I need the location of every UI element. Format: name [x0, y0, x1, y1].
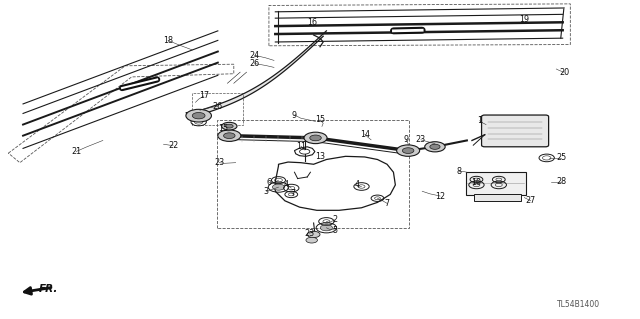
Text: 9: 9 [292, 111, 297, 120]
Circle shape [425, 142, 445, 152]
Polygon shape [186, 113, 208, 118]
Text: 5: 5 [332, 226, 337, 234]
Text: 12: 12 [435, 191, 445, 201]
Circle shape [306, 237, 317, 243]
Text: 23: 23 [214, 158, 224, 167]
Text: 15: 15 [315, 115, 325, 124]
Text: 28: 28 [556, 177, 566, 186]
Text: 9: 9 [404, 135, 409, 144]
Text: 10: 10 [472, 178, 481, 187]
Text: 18: 18 [163, 36, 173, 45]
Text: 11: 11 [296, 142, 306, 151]
Circle shape [221, 122, 237, 130]
Text: 23: 23 [416, 135, 426, 144]
Text: 22: 22 [168, 141, 179, 150]
Circle shape [320, 225, 333, 231]
Text: 21: 21 [71, 147, 81, 156]
Text: FR.: FR. [39, 284, 58, 294]
PathPatch shape [195, 31, 326, 116]
Text: 3: 3 [264, 187, 269, 196]
FancyBboxPatch shape [474, 194, 521, 201]
Text: 7: 7 [291, 189, 296, 198]
Text: 15: 15 [218, 124, 228, 133]
Text: 6: 6 [266, 178, 271, 187]
Circle shape [186, 109, 211, 122]
Text: 23: 23 [304, 229, 314, 238]
Text: 26: 26 [250, 59, 260, 68]
Circle shape [218, 130, 241, 141]
Circle shape [403, 148, 414, 153]
Circle shape [225, 124, 233, 128]
Circle shape [273, 184, 285, 190]
Circle shape [430, 144, 440, 149]
Circle shape [192, 113, 205, 119]
Circle shape [397, 145, 420, 156]
Text: 16: 16 [307, 19, 317, 27]
Text: TL54B1400: TL54B1400 [557, 300, 600, 308]
Text: 25: 25 [556, 153, 566, 162]
Text: 13: 13 [315, 152, 325, 161]
Text: 2: 2 [332, 215, 337, 224]
Text: 20: 20 [559, 68, 569, 77]
Text: 26: 26 [212, 102, 223, 111]
Circle shape [310, 135, 321, 141]
Text: 24: 24 [250, 51, 260, 60]
Text: 1: 1 [477, 116, 482, 125]
Text: 4: 4 [355, 181, 360, 189]
Circle shape [223, 133, 235, 138]
Text: 4: 4 [284, 180, 289, 189]
Circle shape [307, 231, 320, 238]
FancyBboxPatch shape [481, 115, 548, 147]
Circle shape [304, 132, 327, 144]
Text: 17: 17 [198, 92, 209, 100]
Text: 27: 27 [525, 196, 536, 205]
Text: 8: 8 [457, 167, 461, 176]
FancyBboxPatch shape [466, 172, 525, 195]
Text: 19: 19 [519, 15, 529, 24]
Text: 7: 7 [385, 199, 390, 208]
Text: 14: 14 [360, 130, 370, 138]
